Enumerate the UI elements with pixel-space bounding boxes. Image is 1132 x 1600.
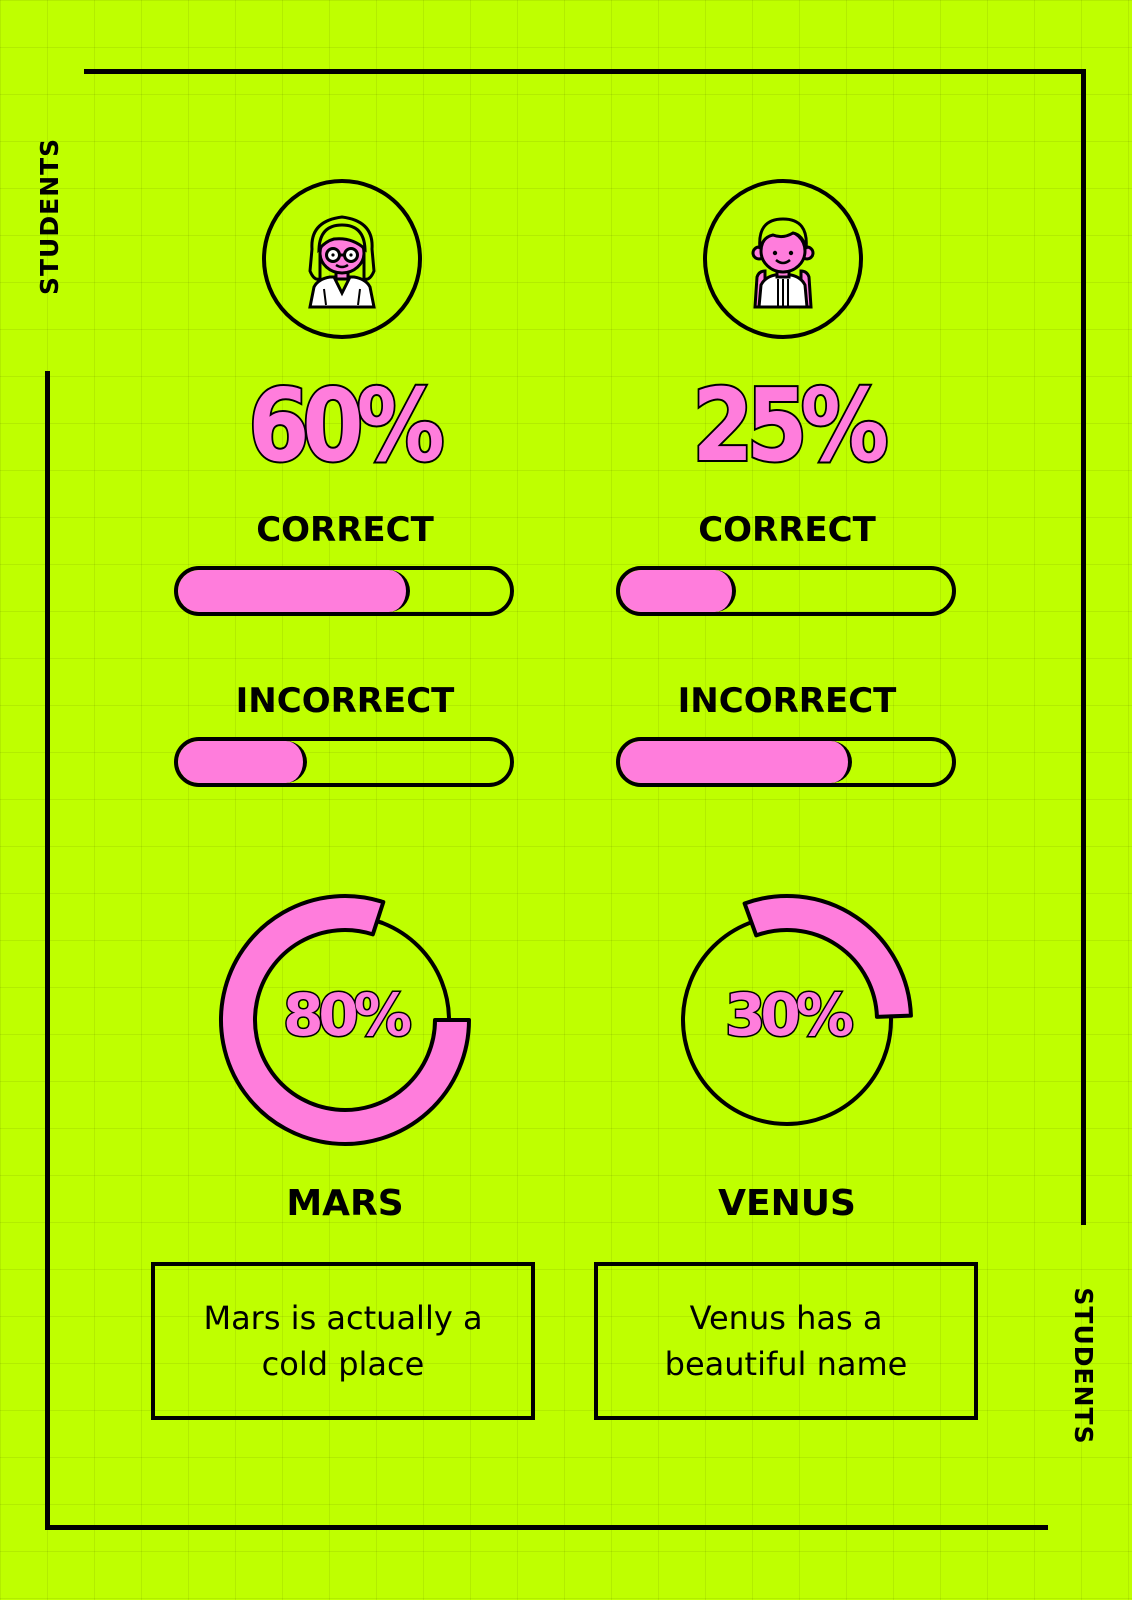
students-label-left: STUDENTS	[35, 137, 64, 295]
note-box-mars: Mars is actually a cold place	[151, 1262, 535, 1420]
correct-progress-fill-mars	[178, 570, 411, 612]
donut-percentage-venus: 30%	[724, 980, 856, 1051]
score-percentage-venus: 25%	[690, 367, 890, 484]
boy-smiling-icon	[751, 217, 815, 309]
note-text-mars: Mars is actually a cold place	[203, 1299, 483, 1383]
correct-progress-bar-mars	[174, 566, 514, 616]
note-text-venus: Venus has a beautiful name	[664, 1299, 908, 1383]
incorrect-progress-bar-mars	[174, 737, 514, 787]
incorrect-progress-fill-mars	[178, 741, 308, 783]
note-box-venus: Venus has a beautiful name	[594, 1262, 978, 1420]
correct-progress-fill-venus	[620, 570, 737, 612]
frame-top-line	[84, 69, 1086, 74]
donut-arc-mars	[219, 894, 471, 1146]
students-label-right: STUDENTS	[1069, 1287, 1098, 1445]
incorrect-progress-bar-venus	[616, 737, 956, 787]
donut-arc-venus	[742, 894, 913, 1019]
incorrect-label-mars: INCORRECT	[235, 681, 455, 721]
correct-label-venus: CORRECT	[698, 510, 876, 550]
frame-bottom-line	[45, 1525, 1048, 1530]
donut-chart-venus: 30%	[657, 890, 917, 1150]
avatar-circle-mars	[262, 179, 422, 339]
planet-name-mars: MARS	[286, 1183, 404, 1224]
score-percentage-mars: 60%	[246, 367, 446, 484]
incorrect-progress-fill-venus	[620, 741, 853, 783]
correct-progress-bar-venus	[616, 566, 956, 616]
correct-label-mars: CORRECT	[256, 510, 434, 550]
donut-chart-mars: 80%	[215, 890, 475, 1150]
donut-percentage-mars: 80%	[282, 980, 414, 1051]
girl-with-glasses-icon	[308, 215, 376, 309]
frame-right-line	[1081, 69, 1086, 1225]
avatar-circle-venus	[703, 179, 863, 339]
incorrect-label-venus: INCORRECT	[677, 681, 897, 721]
frame-left-line	[45, 371, 50, 1530]
planet-name-venus: VENUS	[718, 1183, 856, 1224]
